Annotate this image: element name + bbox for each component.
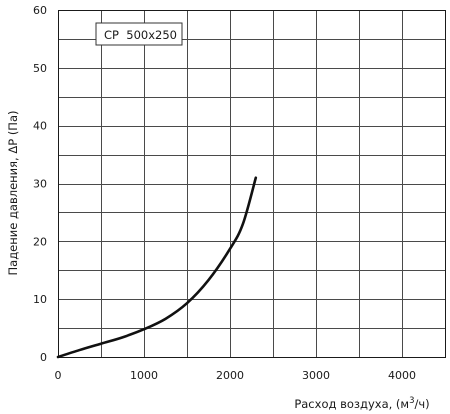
x-tick-label: 4000 [388, 369, 416, 382]
x-axis-ticks: 0 1000 2000 3000 4000 [55, 369, 417, 382]
x-axis-title-suffix: /ч) [415, 397, 430, 411]
x-axis-title-sup: 3 [409, 396, 414, 406]
y-tick-label: 0 [40, 351, 47, 364]
legend-entry: CP 500x250 [104, 28, 177, 42]
series-line-cp-500x250 [56, 176, 258, 359]
y-tick-label: 50 [33, 62, 47, 75]
x-tick-label: 1000 [130, 369, 158, 382]
legend: CP 500x250 [95, 22, 183, 46]
x-tick-label: 3000 [302, 369, 330, 382]
x-tick-label: 2000 [216, 369, 244, 382]
x-tick-label: 0 [55, 369, 62, 382]
y-tick-label: 30 [33, 178, 47, 191]
x-axis-title: Расход воздуха, (м3/ч) [294, 396, 429, 411]
plot-frame [57, 9, 447, 359]
x-axis-title-prefix: Расход воздуха, (м [294, 397, 409, 411]
y-tick-label: 40 [33, 120, 47, 133]
legend-box [95, 22, 183, 46]
y-tick-label: 10 [33, 293, 47, 306]
y-axis-title: Падение давления, ΔP (Па) [6, 111, 20, 276]
y-tick-label: 20 [33, 235, 47, 248]
grid [57, 9, 447, 359]
y-axis-ticks: 0 10 20 30 40 50 60 [33, 4, 47, 364]
y-tick-label: 60 [33, 4, 47, 17]
series-group [56, 176, 258, 359]
